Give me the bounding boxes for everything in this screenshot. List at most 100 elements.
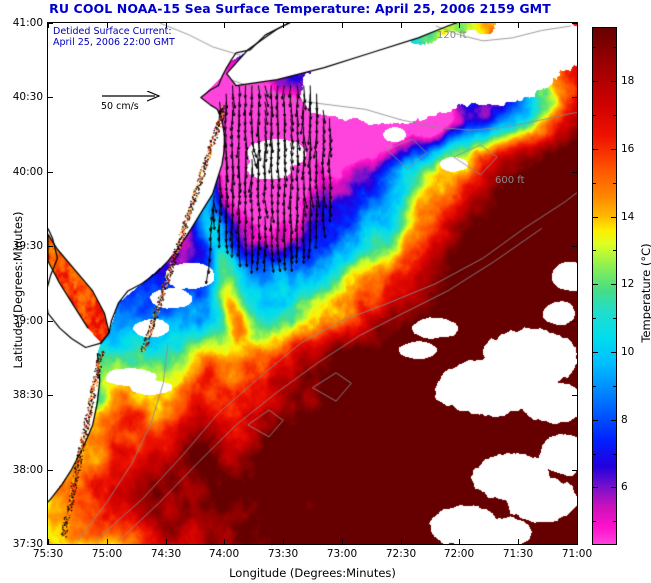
y-axis-tick-label: 38:00 bbox=[12, 464, 43, 476]
x-axis-tick bbox=[518, 539, 519, 545]
x-axis-tick-top bbox=[401, 22, 402, 28]
x-axis-tick-top bbox=[459, 22, 460, 28]
colorbar-tick-label: 16 bbox=[621, 143, 635, 155]
x-axis-tick bbox=[283, 539, 284, 545]
sst-map-plot: Detided Surface Current: April 25, 2006 … bbox=[47, 22, 578, 545]
colorbar-tick-label: 10 bbox=[621, 346, 635, 358]
y-axis-tick-label: 41:00 bbox=[12, 17, 43, 29]
colorbar-tick bbox=[611, 420, 616, 421]
x-axis-tick-label: 71:30 bbox=[502, 548, 534, 560]
colorbar-tick bbox=[611, 284, 616, 285]
colorbar-tick bbox=[611, 352, 616, 353]
colorbar-minor-tick bbox=[613, 115, 616, 116]
colorbar-minor-tick bbox=[613, 454, 616, 455]
x-axis-tick-label: 72:00 bbox=[443, 548, 475, 560]
x-axis-tick-label: 75:00 bbox=[91, 548, 123, 560]
y-axis-tick-label: 38:30 bbox=[12, 389, 43, 401]
right-arrow-icon bbox=[102, 90, 161, 102]
x-axis-tick-label: 72:30 bbox=[385, 548, 417, 560]
y-axis-title: Latitude (Degrees:Minutes) bbox=[11, 211, 25, 369]
x-axis-tick bbox=[48, 539, 49, 545]
colorbar-tick-left bbox=[593, 81, 598, 82]
colorbar-title: Temperature (°C) bbox=[639, 243, 651, 343]
x-axis-tick-label: 74:30 bbox=[150, 548, 182, 560]
colorbar-minor-tick bbox=[613, 318, 616, 319]
colorbar-tick-label: 12 bbox=[621, 278, 635, 290]
colorbar-tick-left bbox=[593, 487, 598, 488]
colorbar-tick bbox=[611, 149, 616, 150]
current-annotation: Detided Surface Current: April 25, 2006 … bbox=[53, 26, 175, 48]
y-axis-tick-label: 39:30 bbox=[12, 240, 43, 252]
x-axis-title: Longitude (Degrees:Minutes) bbox=[229, 566, 396, 580]
y-axis-tick bbox=[47, 23, 53, 24]
y-axis-tick-right bbox=[572, 544, 578, 545]
y-axis-tick bbox=[47, 97, 53, 98]
x-axis-tick-label: 74:00 bbox=[208, 548, 240, 560]
y-axis-tick bbox=[47, 321, 53, 322]
colorbar-minor-tick bbox=[613, 386, 616, 387]
colorbar-minor-tick bbox=[613, 47, 616, 48]
colorbar-gradient bbox=[593, 28, 616, 544]
x-axis-tick-top bbox=[283, 22, 284, 28]
y-axis-tick-right bbox=[572, 172, 578, 173]
y-axis-tick bbox=[47, 395, 53, 396]
y-axis-tick-right bbox=[572, 321, 578, 322]
y-axis-tick-label: 37:30 bbox=[12, 538, 43, 550]
colorbar-tick bbox=[611, 81, 616, 82]
x-axis-tick-label: 73:00 bbox=[326, 548, 358, 560]
y-axis-tick bbox=[47, 246, 53, 247]
x-axis-tick-label: 75:30 bbox=[32, 548, 64, 560]
temperature-colorbar bbox=[592, 27, 617, 545]
page-title: RU COOL NOAA-15 Sea Surface Temperature:… bbox=[49, 1, 551, 16]
y-axis-tick bbox=[47, 470, 53, 471]
colorbar-minor-tick bbox=[613, 250, 616, 251]
colorbar-minor-tick bbox=[593, 386, 596, 387]
y-axis-tick-right bbox=[572, 23, 578, 24]
colorbar-minor-tick bbox=[593, 115, 596, 116]
colorbar-tick-left bbox=[593, 149, 598, 150]
colorbar-minor-tick bbox=[613, 183, 616, 184]
x-axis-tick-top bbox=[107, 22, 108, 28]
current-scale-legend: 50 cm/s bbox=[101, 89, 163, 112]
colorbar-minor-tick bbox=[593, 47, 596, 48]
colorbar-minor-tick bbox=[593, 521, 596, 522]
y-axis-tick-label: 40:30 bbox=[12, 91, 43, 103]
x-axis-tick-label: 71:00 bbox=[561, 548, 593, 560]
colorbar-tick bbox=[611, 217, 616, 218]
colorbar-tick-left bbox=[593, 352, 598, 353]
colorbar-minor-tick bbox=[593, 318, 596, 319]
current-scale-label: 50 cm/s bbox=[101, 101, 139, 112]
x-axis-tick bbox=[577, 539, 578, 545]
colorbar-tick-left bbox=[593, 420, 598, 421]
colorbar-tick-left bbox=[593, 284, 598, 285]
y-axis-tick-right bbox=[572, 97, 578, 98]
x-axis-tick bbox=[107, 539, 108, 545]
colorbar-minor-tick bbox=[613, 521, 616, 522]
y-axis-tick-right bbox=[572, 246, 578, 247]
y-axis-tick bbox=[47, 544, 53, 545]
x-axis-tick-label: 73:30 bbox=[267, 548, 299, 560]
colorbar-tick-label: 6 bbox=[621, 481, 628, 493]
y-axis-tick-label: 39:00 bbox=[12, 315, 43, 327]
bathymetry-label-120ft: 120 ft bbox=[437, 30, 467, 41]
x-axis-tick bbox=[342, 539, 343, 545]
colorbar-minor-tick bbox=[593, 250, 596, 251]
current-annotation-line1: Detided Surface Current: bbox=[53, 26, 172, 37]
x-axis-tick-top bbox=[577, 22, 578, 28]
colorbar-tick-label: 8 bbox=[621, 414, 628, 426]
colorbar-tick-label: 14 bbox=[621, 211, 635, 223]
x-axis-tick-top bbox=[518, 22, 519, 28]
colorbar-minor-tick bbox=[593, 454, 596, 455]
x-axis-tick-top bbox=[48, 22, 49, 28]
x-axis-tick-top bbox=[224, 22, 225, 28]
y-axis-tick-right bbox=[572, 395, 578, 396]
bathymetry-label-600ft: 600 ft bbox=[495, 175, 525, 186]
x-axis-tick-top bbox=[166, 22, 167, 28]
colorbar-tick bbox=[611, 487, 616, 488]
x-axis-tick-top bbox=[342, 22, 343, 28]
colorbar-minor-tick bbox=[593, 183, 596, 184]
y-axis-tick-label: 40:00 bbox=[12, 166, 43, 178]
y-axis-tick-right bbox=[572, 470, 578, 471]
current-annotation-line2: April 25, 2006 22:00 GMT bbox=[53, 37, 175, 48]
x-axis-tick bbox=[166, 539, 167, 545]
